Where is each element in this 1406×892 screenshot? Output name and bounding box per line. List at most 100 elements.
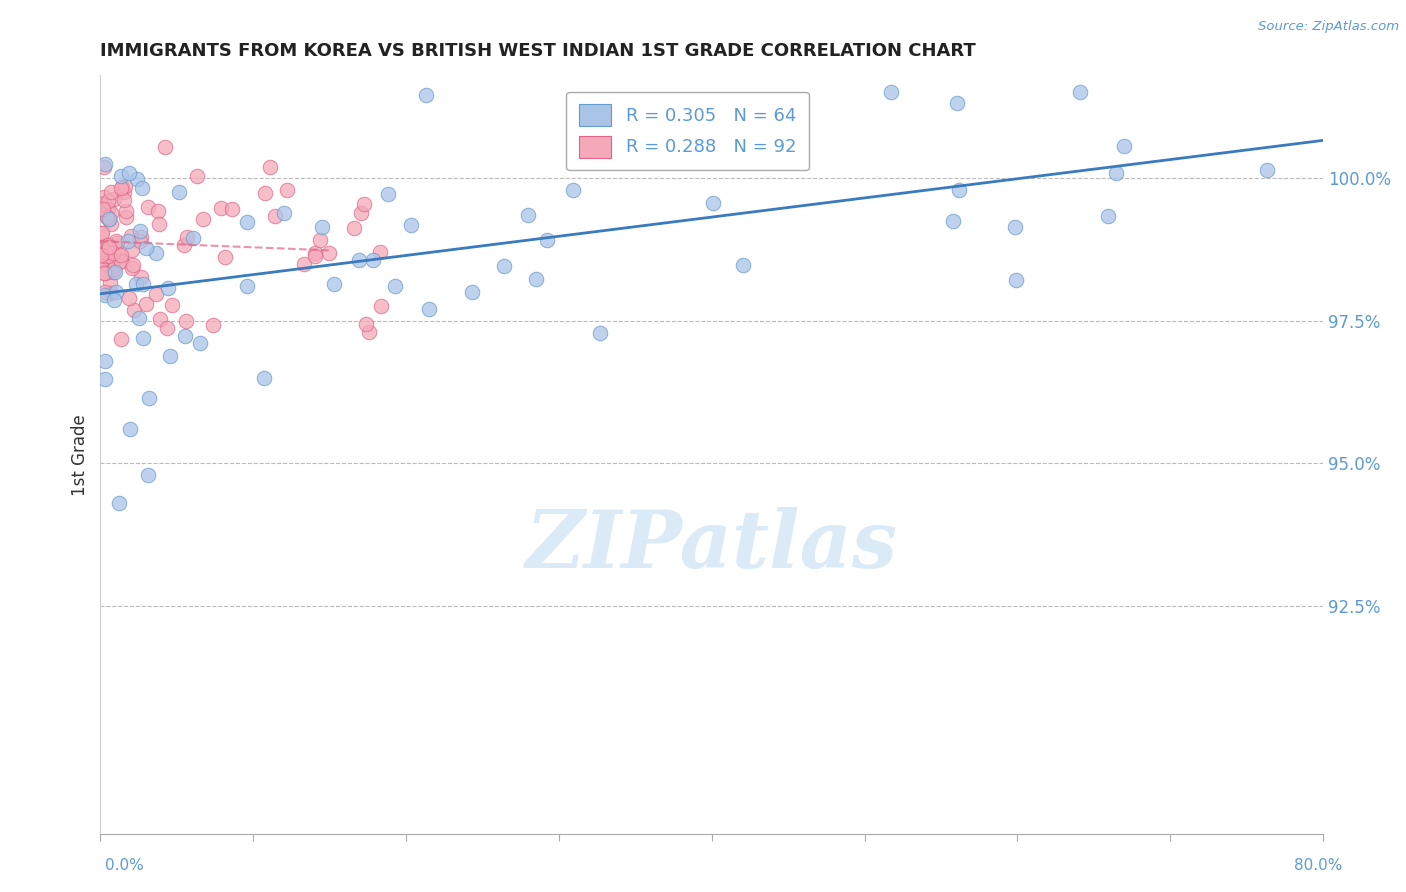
Point <box>1005 273 1028 287</box>
Point <box>121 243 143 257</box>
Point <box>105 285 128 300</box>
Point <box>377 187 399 202</box>
Point <box>304 249 326 263</box>
Point <box>103 192 125 206</box>
Point <box>93 190 115 204</box>
Point <box>1112 139 1135 153</box>
Text: ZIPatlas: ZIPatlas <box>526 508 898 584</box>
Point <box>209 201 232 215</box>
Point <box>97 202 120 216</box>
Point <box>132 277 155 291</box>
Point <box>145 287 167 301</box>
Point <box>94 288 117 302</box>
Point <box>97 238 120 252</box>
Point <box>308 233 330 247</box>
Point <box>399 218 422 232</box>
Point <box>384 278 406 293</box>
Point <box>191 211 214 226</box>
Point <box>160 298 183 312</box>
Point <box>342 221 364 235</box>
Point <box>156 281 179 295</box>
Text: IMMIGRANTS FROM KOREA VS BRITISH WEST INDIAN 1ST GRADE CORRELATION CHART: IMMIGRANTS FROM KOREA VS BRITISH WEST IN… <box>100 42 976 60</box>
Point <box>415 88 437 103</box>
Point <box>536 233 558 247</box>
Point <box>156 321 179 335</box>
Point <box>357 325 380 339</box>
Point <box>100 206 122 220</box>
Point <box>104 265 127 279</box>
Point <box>186 169 208 183</box>
Point <box>122 302 145 317</box>
Text: Source: ZipAtlas.com: Source: ZipAtlas.com <box>1258 20 1399 33</box>
Point <box>188 336 211 351</box>
Point <box>117 234 139 248</box>
Point <box>214 250 236 264</box>
Point <box>96 210 118 224</box>
Point <box>173 238 195 252</box>
Point <box>101 246 124 260</box>
Point <box>97 194 120 209</box>
Point <box>526 272 548 286</box>
Point <box>100 286 122 301</box>
Point <box>112 193 135 207</box>
Text: 0.0%: 0.0% <box>105 858 145 872</box>
Point <box>135 241 157 255</box>
Point <box>702 196 724 211</box>
Point <box>347 253 370 268</box>
Point <box>236 279 259 293</box>
Point <box>94 285 117 299</box>
Point <box>517 208 540 222</box>
Point <box>98 276 121 290</box>
Point <box>311 219 333 234</box>
Point <box>588 326 610 340</box>
Point <box>103 293 125 307</box>
Point <box>129 229 152 244</box>
Point <box>361 253 384 268</box>
Point <box>148 217 170 231</box>
Point <box>103 262 125 277</box>
Point <box>461 285 484 300</box>
Point <box>731 258 754 272</box>
Point <box>110 181 132 195</box>
Point <box>174 329 197 343</box>
Text: 80.0%: 80.0% <box>1295 858 1343 872</box>
Point <box>110 332 132 346</box>
Point <box>1069 86 1091 100</box>
Point <box>263 209 285 223</box>
Point <box>94 354 117 368</box>
Point <box>107 247 129 261</box>
Point <box>273 206 295 220</box>
Point <box>91 252 114 267</box>
Point <box>91 202 114 216</box>
Point <box>90 248 112 262</box>
Point <box>149 311 172 326</box>
Point <box>129 270 152 285</box>
Point <box>1004 219 1026 234</box>
Y-axis label: 1st Grade: 1st Grade <box>72 414 89 496</box>
Point <box>115 203 138 218</box>
Point <box>91 242 114 256</box>
Point <box>322 277 344 292</box>
Point <box>167 185 190 199</box>
Point <box>114 178 136 193</box>
Point <box>94 371 117 385</box>
Point <box>132 331 155 345</box>
Point <box>221 202 243 216</box>
Point <box>370 299 392 313</box>
Point <box>253 370 276 384</box>
Point <box>201 318 224 333</box>
Point <box>115 211 138 225</box>
Point <box>110 179 132 194</box>
Point <box>93 160 115 174</box>
Point <box>122 259 145 273</box>
Point <box>1097 209 1119 223</box>
Point <box>318 246 340 260</box>
Point <box>128 234 150 248</box>
Point <box>1105 166 1128 180</box>
Point <box>562 183 585 197</box>
Point <box>136 467 159 482</box>
Point <box>98 211 121 226</box>
Point <box>181 230 204 244</box>
Point <box>127 171 149 186</box>
Point <box>354 317 377 331</box>
